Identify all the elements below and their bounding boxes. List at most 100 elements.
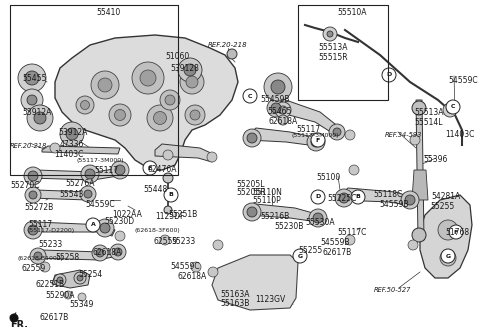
Text: 55117: 55117 [28,220,52,229]
Circle shape [163,173,173,183]
Text: 62476A: 62476A [147,165,177,174]
Text: 55230B: 55230B [274,222,304,231]
Text: B: B [168,193,173,198]
Circle shape [40,262,50,272]
Text: 54559C: 54559C [170,262,200,271]
Circle shape [30,248,46,264]
Text: 62618A: 62618A [92,248,121,257]
Circle shape [77,275,83,281]
Text: 55410: 55410 [96,8,120,17]
Text: 55251B: 55251B [168,210,198,219]
Text: B: B [356,195,360,199]
Text: D: D [386,73,392,77]
Circle shape [28,225,38,235]
Text: 55510A: 55510A [337,8,367,17]
Polygon shape [55,35,238,170]
Text: 11403C: 11403C [445,130,474,139]
Text: 55230D: 55230D [104,217,134,226]
Text: 47336: 47336 [60,140,84,149]
Circle shape [227,49,237,59]
Circle shape [213,240,223,250]
Circle shape [311,137,321,147]
Circle shape [293,249,307,263]
Circle shape [91,71,119,99]
Circle shape [60,122,84,146]
Circle shape [81,100,89,110]
Circle shape [164,206,172,214]
Text: (62618-3F600): (62618-3F600) [134,228,180,233]
Text: 62559: 62559 [154,237,178,246]
Circle shape [275,102,291,118]
Circle shape [163,150,173,160]
Text: 55216B: 55216B [260,212,289,221]
Circle shape [64,291,72,299]
Text: 54559C: 54559C [448,76,478,85]
Circle shape [27,95,37,105]
Circle shape [147,105,173,131]
Circle shape [160,235,170,245]
Text: 54559C: 54559C [85,200,115,209]
Circle shape [339,193,349,203]
Text: C: C [248,94,252,98]
Polygon shape [248,204,320,222]
Text: 55117: 55117 [296,125,320,134]
Circle shape [311,133,325,147]
Text: REF.34-593: REF.34-593 [385,132,422,138]
Circle shape [165,95,175,105]
Text: G: G [445,253,451,259]
Polygon shape [42,146,120,154]
Circle shape [382,68,396,82]
Text: F: F [316,137,320,143]
Text: 53912A: 53912A [22,108,51,117]
Text: 54559B: 54559B [320,238,350,247]
Text: 1022AA: 1022AA [112,210,142,219]
Circle shape [243,129,261,147]
Circle shape [92,245,108,261]
Polygon shape [248,128,318,146]
Circle shape [100,223,110,233]
Circle shape [24,221,42,239]
Text: 55110N: 55110N [252,188,282,197]
Circle shape [264,73,292,101]
Polygon shape [30,222,115,236]
Circle shape [408,240,418,250]
Polygon shape [30,168,120,180]
Polygon shape [52,270,90,288]
Text: (55117-D2200): (55117-D2200) [28,228,75,233]
Bar [298,5,388,100]
Circle shape [111,161,129,179]
Circle shape [132,62,164,94]
Polygon shape [270,98,340,136]
Text: F: F [454,230,458,234]
Polygon shape [420,195,472,278]
Circle shape [443,103,457,117]
Circle shape [114,248,122,256]
Circle shape [440,250,456,266]
Text: (55117-3M000): (55117-3M000) [291,133,339,138]
Circle shape [18,64,46,92]
Circle shape [345,130,355,140]
Circle shape [84,190,92,198]
Text: (62618-B1000): (62618-B1000) [18,256,64,261]
Circle shape [438,220,458,240]
Text: 55254: 55254 [78,270,102,279]
Circle shape [323,27,337,41]
Text: 62617B: 62617B [39,313,69,322]
Polygon shape [338,188,415,206]
Circle shape [110,244,126,260]
Circle shape [76,96,94,114]
Circle shape [279,106,287,114]
Text: 55233: 55233 [38,240,62,249]
Circle shape [185,105,205,125]
Circle shape [115,110,125,121]
Text: 62618A: 62618A [268,117,298,126]
Circle shape [28,171,38,181]
Circle shape [327,31,333,37]
Circle shape [412,228,426,242]
Text: 62617B: 62617B [323,248,352,257]
Text: G: G [298,253,302,259]
Text: 55233: 55233 [171,237,195,246]
Circle shape [449,225,463,239]
Text: 62618A: 62618A [178,272,206,281]
Circle shape [98,78,112,92]
